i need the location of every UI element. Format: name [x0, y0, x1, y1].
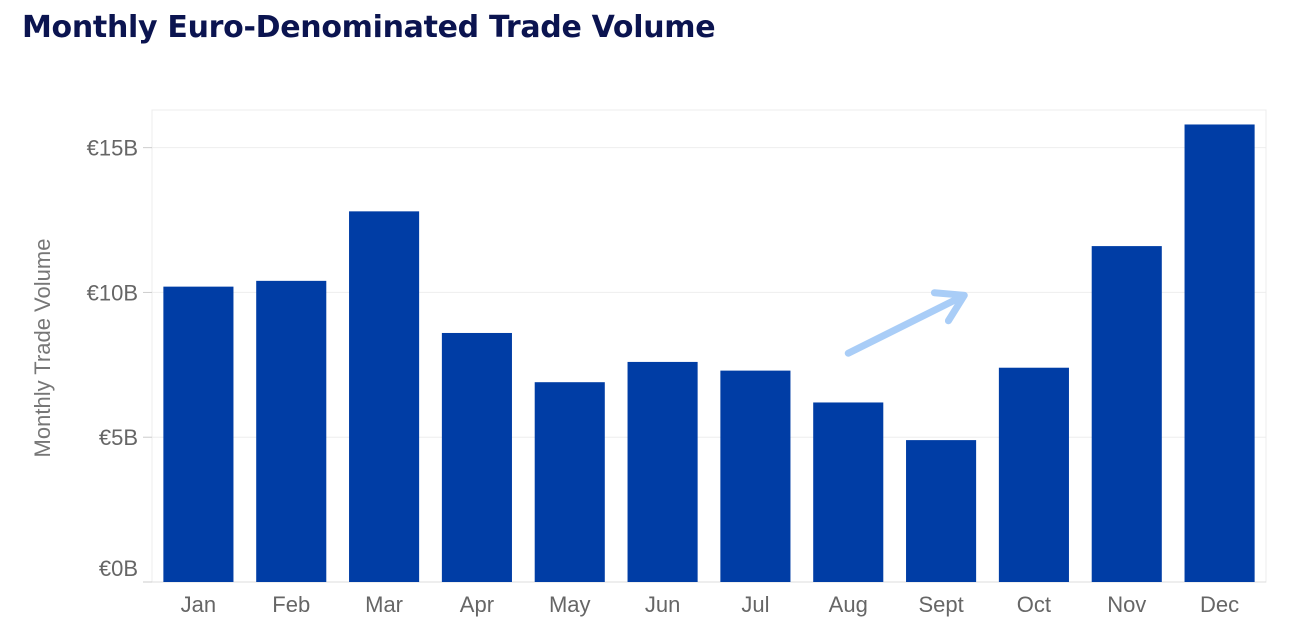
x-tick-label: Sept: [918, 592, 963, 617]
y-axis-ticks: €0B €5B €10B €15B: [87, 136, 1266, 583]
bar-apr: [441, 332, 512, 582]
x-tick-label: Apr: [460, 592, 494, 617]
bars: [163, 124, 1255, 583]
bar-sept: [906, 440, 977, 582]
x-tick-label: Jul: [741, 592, 769, 617]
x-tick-label: Oct: [1017, 592, 1051, 617]
x-tick-label: Mar: [365, 592, 403, 617]
annotation: [844, 289, 968, 357]
y-tick-label: €0B: [99, 556, 138, 581]
bar-mar: [349, 211, 420, 583]
x-tick-label: Feb: [272, 592, 310, 617]
y-tick-label: €10B: [87, 280, 138, 305]
x-tick-label: Jan: [181, 592, 216, 617]
x-tick-label: Nov: [1107, 592, 1146, 617]
x-tick-label: Aug: [829, 592, 868, 617]
x-tick-label: May: [549, 592, 591, 617]
chart-title: Monthly Euro-Denominated Trade Volume: [22, 10, 716, 45]
bar-feb: [256, 280, 327, 582]
bar-aug: [813, 402, 884, 582]
y-tick-label: €5B: [99, 425, 138, 450]
x-tick-label: Jun: [645, 592, 680, 617]
bar-jan: [163, 286, 234, 582]
bar-dec: [1184, 124, 1255, 583]
y-axis-title: Monthly Trade Volume: [30, 239, 55, 458]
bar-oct: [998, 367, 1069, 582]
bar-nov: [1091, 246, 1162, 583]
bar-may: [534, 382, 605, 582]
y-tick-label: €15B: [87, 136, 138, 161]
gridlines: [152, 147, 1266, 438]
annotation-arrow-head: [930, 289, 968, 325]
x-axis-ticks: Jan Feb Mar Apr May Jun Jul Aug Sept Oct Nov Dec: [181, 592, 1239, 617]
annotation-arrow-shaft: [844, 295, 960, 357]
x-tick-label: Dec: [1200, 592, 1239, 617]
bar-jun: [627, 361, 698, 582]
bar-jul: [720, 370, 791, 582]
